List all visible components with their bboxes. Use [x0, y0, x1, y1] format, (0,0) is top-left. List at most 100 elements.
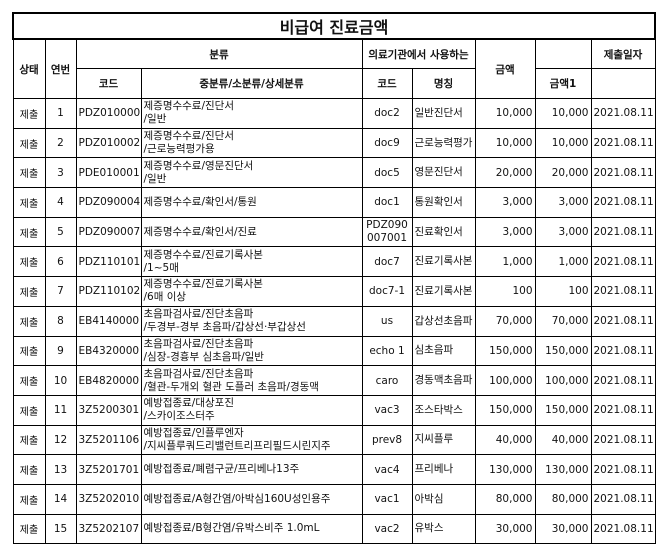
- cell-detail: 제증명수수료/확인서/통원: [140, 187, 363, 218]
- cell-seq: 3: [44, 157, 77, 189]
- cell-amount: 30,000: [474, 513, 536, 545]
- cell-status: 제출: [12, 246, 46, 278]
- cell-name: 조스타박스: [411, 394, 476, 426]
- cell-amount1: 150,000: [534, 335, 592, 367]
- header-category: 분류: [75, 38, 363, 69]
- cell-amount: 3,000: [474, 216, 536, 248]
- cell-amount: 20,000: [474, 157, 536, 189]
- cell-date: 2021.08.11: [590, 216, 656, 248]
- cell-detail: 예방접종료/B형간염/유박스비주 1.0mL: [140, 513, 363, 545]
- cell-detail: 초음파검사료/진단초음파 /심장-경흉부 심초음파/일반: [140, 335, 363, 367]
- cell-amount1: 130,000: [534, 454, 592, 485]
- header-blank: [534, 38, 592, 69]
- cell-name: 진료확인서: [411, 216, 476, 248]
- cell-name: 일반진단서: [411, 98, 476, 129]
- cell-status: 제출: [12, 276, 46, 307]
- cell-seq: 5: [44, 216, 77, 248]
- cell-date: 2021.08.11: [590, 157, 656, 189]
- header-amount1: 금액1: [534, 68, 592, 99]
- cell-hosp-code: echo 1: [361, 335, 413, 367]
- cell-status: 제출: [12, 335, 46, 367]
- cell-name: 진료기록사본: [411, 246, 476, 278]
- cell-code: PDZ090007: [75, 216, 142, 248]
- cell-date: 2021.08.11: [590, 187, 656, 218]
- cell-status: 제출: [12, 454, 46, 485]
- cell-status: 제출: [12, 483, 46, 515]
- cell-detail: 제증명수수료/진료기록사본 /1~5매: [140, 246, 363, 278]
- cell-code: 3Z5202107: [75, 513, 142, 545]
- cell-hosp-code: doc7: [361, 246, 413, 278]
- table-row: 제출 7 PDZ110102 제증명수수료/진료기록사본 /6매 이상 doc7-1 진료…: [12, 276, 656, 307]
- cell-code: PDZ010002: [75, 127, 142, 159]
- fee-table: 비급여 진료금액 상태 연번 분류 의료기관에서 사용하는 금액 제출일자 코드…: [11, 12, 657, 545]
- header-status: 상태: [12, 38, 46, 99]
- table-title: 비급여 진료금액: [11, 12, 657, 40]
- header-seq: 연번: [44, 38, 77, 99]
- cell-hosp-code: us: [361, 305, 413, 337]
- cell-hosp-code: vac3: [361, 394, 413, 426]
- cell-amount: 150,000: [474, 394, 536, 426]
- cell-amount: 70,000: [474, 305, 536, 337]
- cell-code: PDZ010000: [75, 98, 142, 129]
- header-detail: 중분류/소분류/상세분류: [140, 68, 363, 99]
- cell-date: 2021.08.11: [590, 483, 656, 515]
- cell-amount1: 10,000: [534, 127, 592, 159]
- cell-amount1: 40,000: [534, 424, 592, 456]
- cell-date: 2021.08.11: [590, 276, 656, 307]
- cell-name: 진료기록사본: [411, 276, 476, 307]
- cell-seq: 9: [44, 335, 77, 367]
- cell-date: 2021.08.11: [590, 454, 656, 485]
- cell-detail: 예방접종료/대상포진 /스카이조스터주: [140, 394, 363, 426]
- header-name: 명칭: [411, 68, 476, 99]
- cell-hosp-code: doc7-1: [361, 276, 413, 307]
- table-row: 제출 8 EB4140000 초음파검사료/진단초음파 /두경부-경부 초음파/갑상선…: [12, 305, 656, 337]
- header-hosp-code: 코드: [361, 68, 413, 99]
- cell-amount: 3,000: [474, 187, 536, 218]
- cell-amount1: 70,000: [534, 305, 592, 337]
- cell-hosp-code: doc2: [361, 98, 413, 129]
- cell-seq: 1: [44, 98, 77, 129]
- table-row: 제출 6 PDZ110101 제증명수수료/진료기록사본 /1~5매 doc7 진료기록사…: [12, 246, 656, 278]
- cell-code: 3Z5200301: [75, 394, 142, 426]
- cell-seq: 6: [44, 246, 77, 278]
- cell-name: 통원확인서: [411, 187, 476, 218]
- cell-seq: 10: [44, 365, 77, 396]
- cell-detail: 제증명수수료/진단서 /일반: [140, 98, 363, 129]
- cell-seq: 15: [44, 513, 77, 545]
- cell-status: 제출: [12, 187, 46, 218]
- cell-code: 3Z5201106: [75, 424, 142, 456]
- cell-detail: 제증명수수료/진료기록사본 /6매 이상: [140, 276, 363, 307]
- cell-code: EB4320000: [75, 335, 142, 367]
- cell-status: 제출: [12, 513, 46, 545]
- cell-amount: 100,000: [474, 365, 536, 396]
- cell-code: PDZ110101: [75, 246, 142, 278]
- table-row: 제출 10 EB4820000 초음파검사료/진단초음파 /혈관-두개외 혈관 도플러…: [12, 365, 656, 396]
- cell-date: 2021.08.11: [590, 365, 656, 396]
- cell-date: 2021.08.11: [590, 246, 656, 278]
- cell-detail: 제증명수수료/영문진단서 /일반: [140, 157, 363, 189]
- table-row: 제출 4 PDZ090004 제증명수수료/확인서/통원 doc1 통원확인서 3,000 3…: [12, 187, 656, 218]
- header-code: 코드: [75, 68, 142, 99]
- cell-status: 제출: [12, 365, 46, 396]
- cell-name: 지씨플루: [411, 424, 476, 456]
- cell-seq: 12: [44, 424, 77, 456]
- cell-amount: 10,000: [474, 127, 536, 159]
- cell-name: 근로능력평가: [411, 127, 476, 159]
- cell-hosp-code: vac2: [361, 513, 413, 545]
- cell-code: EB4140000: [75, 305, 142, 337]
- cell-seq: 11: [44, 394, 77, 426]
- cell-code: PDE010001: [75, 157, 142, 189]
- cell-seq: 14: [44, 483, 77, 515]
- cell-name: 프리베나: [411, 454, 476, 485]
- cell-amount1: 100,000: [534, 365, 592, 396]
- cell-detail: 예방접종료/폐렴구균/프리베나13주: [140, 454, 363, 485]
- cell-status: 제출: [12, 394, 46, 426]
- cell-amount1: 3,000: [534, 216, 592, 248]
- cell-name: 영문진단서: [411, 157, 476, 189]
- table-row: 제출 11 3Z5200301 예방접종료/대상포진 /스카이조스터주 vac3 조스타박…: [12, 394, 656, 426]
- cell-status: 제출: [12, 424, 46, 456]
- cell-amount1: 20,000: [534, 157, 592, 189]
- cell-hosp-code: doc5: [361, 157, 413, 189]
- header-submit-date: 제출일자: [590, 38, 656, 69]
- table-row: 제출 5 PDZ090007 제증명수수료/확인서/진료 PDZ090 007001 진료…: [12, 216, 656, 248]
